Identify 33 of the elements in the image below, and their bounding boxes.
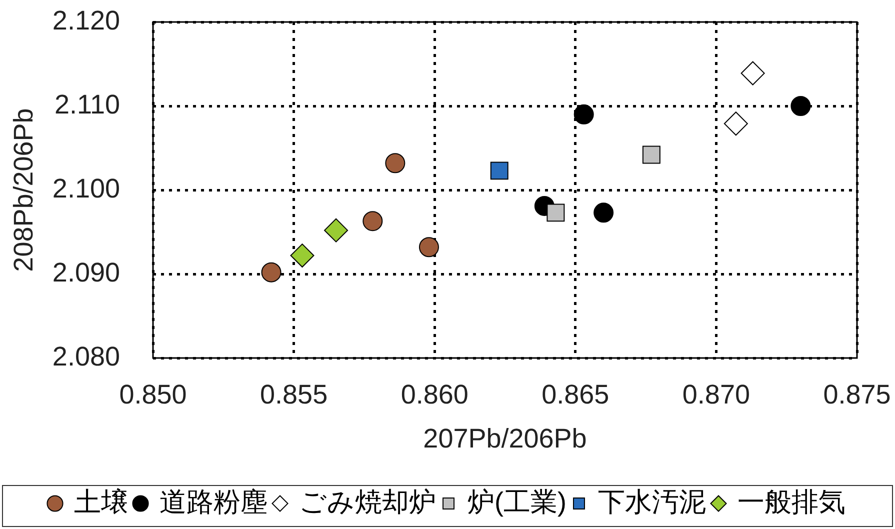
x-tick-label: 0.855 bbox=[260, 380, 328, 410]
point bbox=[290, 244, 314, 268]
point bbox=[546, 204, 565, 222]
y-tick-label: 2.110 bbox=[54, 89, 120, 120]
point bbox=[490, 162, 508, 180]
y-tick-label: 2.080 bbox=[52, 341, 120, 372]
x-tick-label: 0.850 bbox=[119, 380, 187, 410]
x-tick-label: 0.865 bbox=[542, 380, 610, 410]
point bbox=[790, 96, 811, 116]
point bbox=[418, 237, 439, 258]
point bbox=[261, 262, 282, 282]
legend-label: ごみ焼却炉 bbox=[299, 486, 436, 517]
legend-label: 道路粉塵 bbox=[160, 486, 268, 517]
x-axis-title: 207Pb/206Pb bbox=[423, 423, 587, 454]
y-axis-title: 208Pb/206Pb bbox=[8, 108, 39, 272]
point bbox=[362, 211, 383, 232]
point bbox=[740, 61, 765, 86]
point bbox=[324, 218, 348, 242]
legend-label: 一般排気 bbox=[737, 486, 846, 517]
legend-label: 炉(工業) bbox=[468, 486, 566, 517]
x-tick-label: 0.875 bbox=[823, 380, 891, 410]
x-tick-label: 0.860 bbox=[400, 380, 468, 410]
point bbox=[642, 146, 660, 164]
y-tick-label: 2.100 bbox=[52, 173, 120, 204]
legend-label: 下水汚泥 bbox=[598, 486, 706, 517]
y-tick-label: 2.120 bbox=[52, 5, 120, 36]
legend-label: 土壌 bbox=[74, 486, 128, 517]
x-tick-label: 0.870 bbox=[682, 380, 750, 410]
point bbox=[574, 104, 594, 124]
point bbox=[724, 112, 748, 136]
point bbox=[594, 202, 614, 223]
y-tick-label: 2.090 bbox=[52, 257, 120, 288]
point bbox=[385, 153, 406, 174]
